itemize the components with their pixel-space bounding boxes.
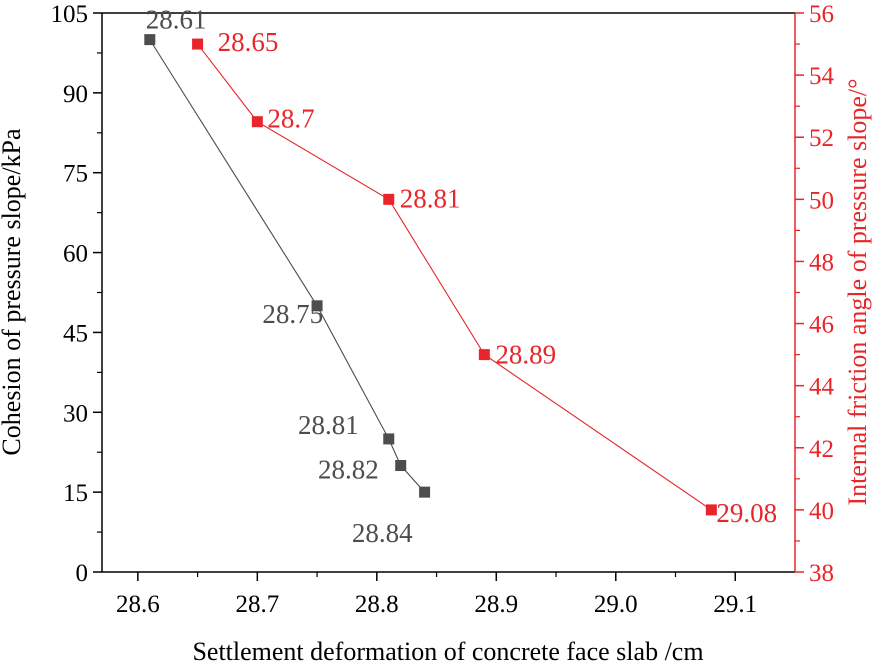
left-y-tick-label: 105 [51,1,89,28]
x-tick-label: 29.0 [594,591,638,618]
right-y-tick-label: 44 [809,374,835,401]
data-point-marker [311,300,323,312]
left-y-tick-label: 75 [63,161,88,188]
x-tick-label: 28.7 [235,591,279,618]
left-y-tick-label: 0 [76,560,89,587]
right-y-tick-label: 54 [809,63,835,90]
x-tick-label: 28.9 [474,591,518,618]
x-tick-label: 28.8 [355,591,399,618]
data-point-label: 28.89 [495,340,556,370]
left-y-axis-ticks: 0 15 30 45 60 75 90 105 [51,1,102,587]
data-point-label: 28.84 [352,518,413,548]
data-point-marker [419,486,431,498]
right-y-tick-label: 38 [809,560,834,587]
left-y-tick-label: 30 [63,400,88,427]
x-axis-ticks: 28.6 28.7 28.8 28.9 29.0 29.1 [116,572,757,618]
data-point-marker [383,433,395,445]
series-2: 28.65 28.7 28.81 28.89 29.08 [192,27,777,528]
data-point-marker [478,349,490,361]
right-y-tick-label: 42 [809,436,834,463]
right-y-tick-label: 40 [809,498,834,525]
x-axis-label: Settlement deformation of concrete face … [192,637,703,664]
left-y-tick-label: 90 [63,81,88,108]
right-y-axis-label: Internal friction angle of pressure slop… [843,79,872,506]
data-point-label: 28.75 [262,299,323,329]
x-tick-label: 29.1 [713,591,757,618]
data-point-label: 28.61 [146,5,207,35]
data-point-marker [144,34,156,46]
data-point-marker [251,116,263,128]
right-y-axis-ticks: 38 40 42 44 46 48 50 52 54 56 [795,1,835,587]
data-point-marker [383,193,395,205]
right-y-tick-label: 50 [809,187,834,214]
right-y-tick-label: 46 [809,312,834,339]
plot-frame [101,12,796,573]
left-y-tick-label: 45 [63,320,88,347]
right-y-tick-label: 52 [809,125,834,152]
data-point-label: 28.81 [298,410,359,440]
data-point-label: 28.82 [318,455,379,485]
left-y-axis-label: Cohesion of pressure slope/kPa [0,128,26,456]
data-point-label: 29.08 [716,498,777,528]
left-y-tick-label: 15 [63,480,88,507]
right-y-tick-label: 48 [809,249,834,276]
data-point-label: 28.65 [218,27,279,57]
series-1: 28.61 28.75 28.81 28.82 28.84 [144,5,431,548]
data-point-label: 28.81 [400,183,461,213]
right-y-tick-label: 56 [809,1,834,28]
data-point-label: 28.7 [267,104,314,134]
x-tick-label: 28.6 [116,591,160,618]
data-point-marker [705,504,717,516]
left-y-tick-label: 60 [63,241,88,268]
series-layer: 28.6128.7528.8128.8228.8428.6528.728.812… [144,5,777,548]
data-point-marker [395,460,407,472]
data-point-marker [192,38,204,50]
